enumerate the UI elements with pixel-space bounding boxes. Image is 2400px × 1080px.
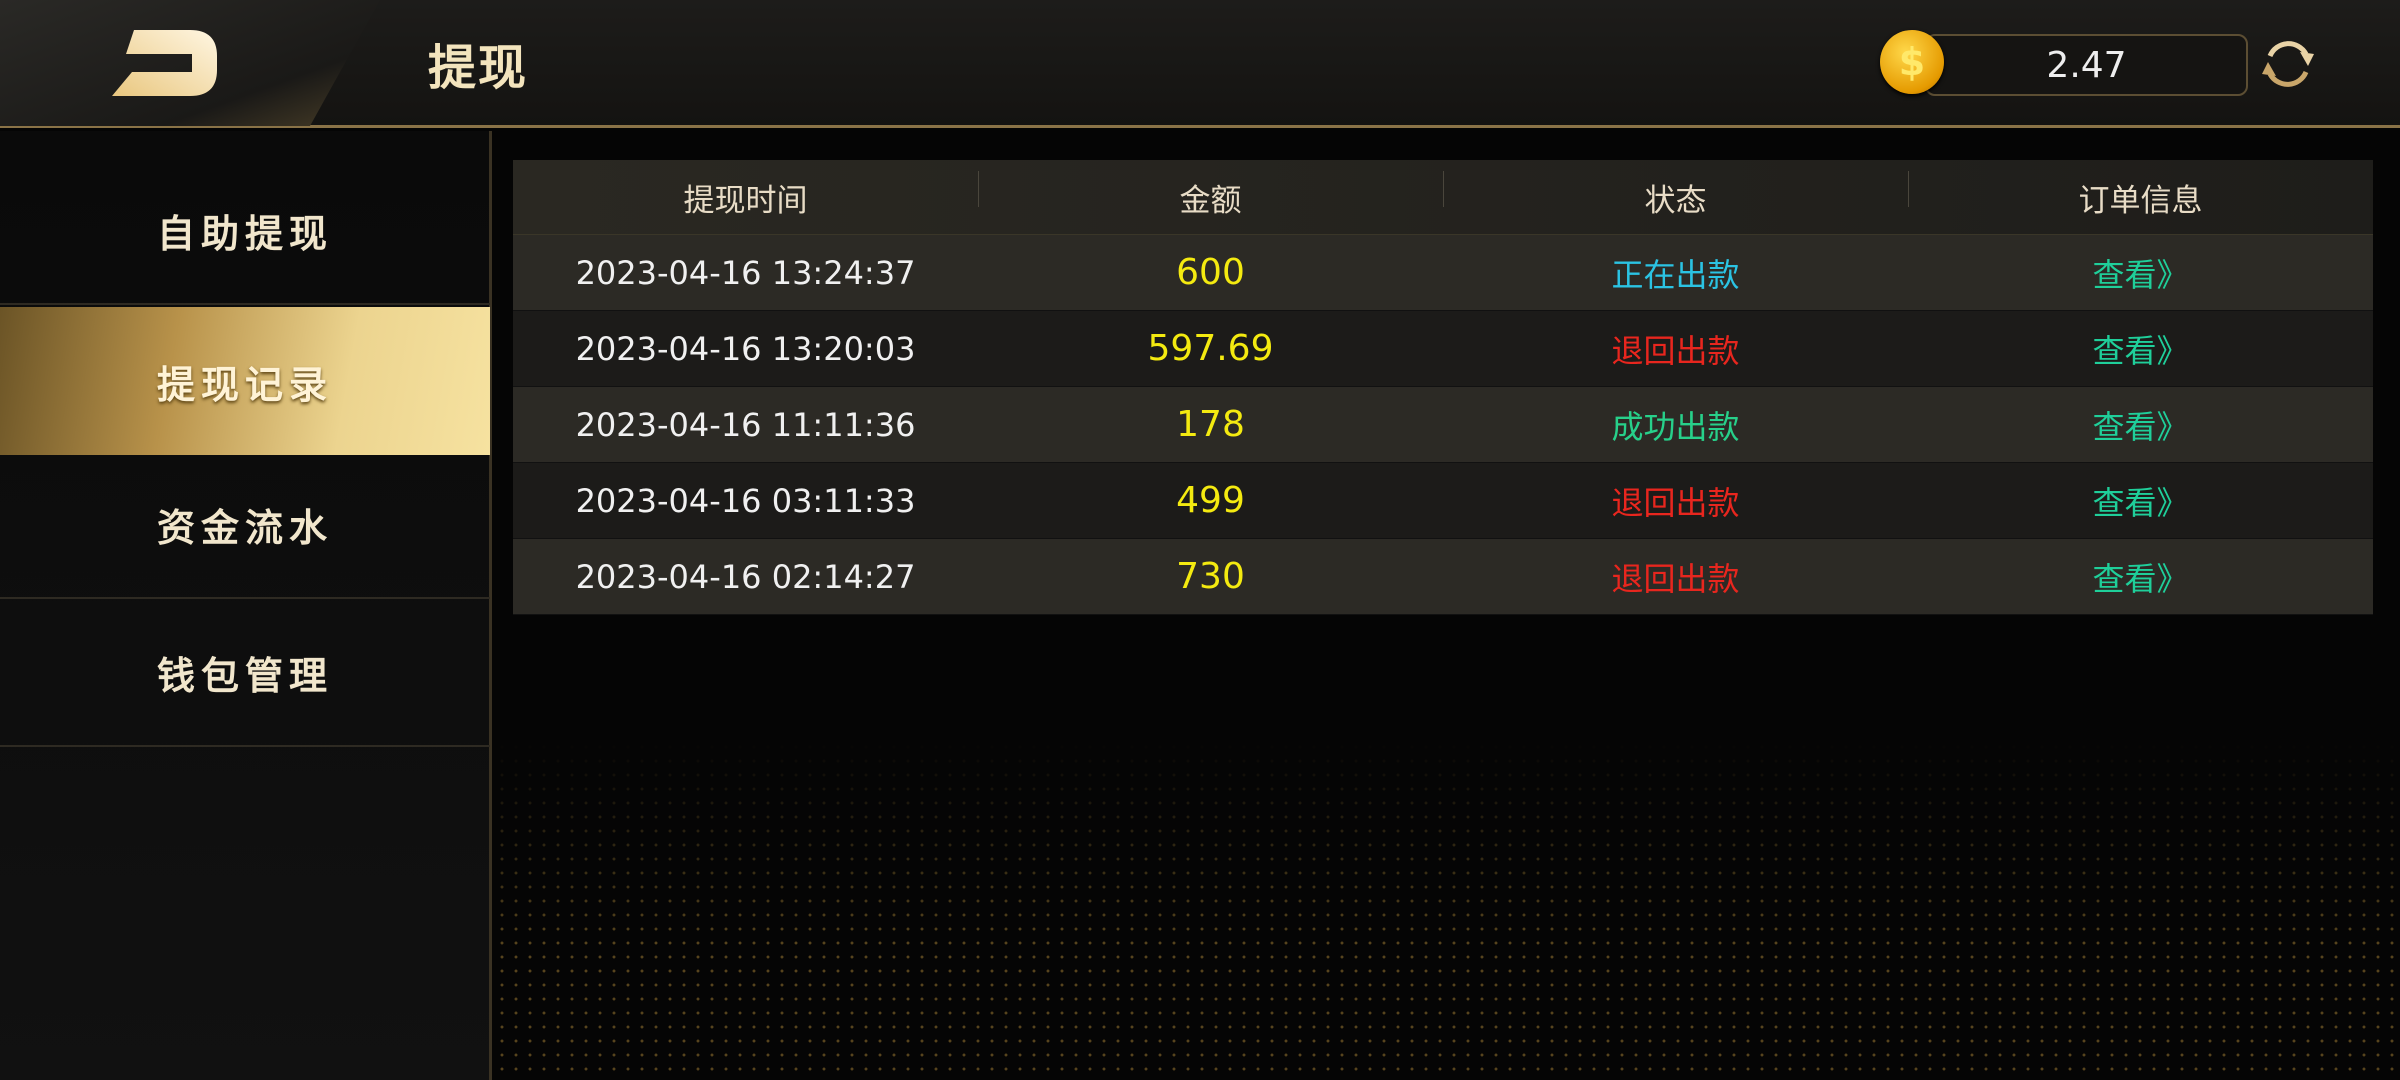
table-row: 2023-04-16 03:11:33 499 退回出款 查看》 (513, 463, 2373, 539)
header-time: 提现时间 (683, 182, 808, 219)
dollar-coin-icon: $ (1880, 30, 1944, 94)
sidebar: 自助提现 提现记录 资金流水 钱包管理 (0, 131, 492, 1080)
withdraw-status: 正在出款 (1611, 255, 1740, 294)
page-title: 提现 (428, 40, 529, 96)
table-row: 2023-04-16 11:11:36 178 成功出款 查看》 (513, 387, 2373, 463)
withdraw-amount: 597.69 (1147, 328, 1274, 369)
view-order-link[interactable]: 查看》 (2092, 483, 2189, 522)
view-order-link[interactable]: 查看》 (2092, 407, 2189, 446)
dot-background (495, 740, 2400, 1080)
withdraw-time: 2023-04-16 13:20:03 (575, 329, 916, 368)
sidebar-item-wallet-management[interactable]: 钱包管理 (0, 599, 490, 747)
withdraw-time: 2023-04-16 13:24:37 (575, 253, 916, 292)
withdraw-status: 成功出款 (1611, 407, 1740, 446)
sidebar-item-fund-flow[interactable]: 资金流水 (0, 451, 490, 599)
sidebar-item-self-withdraw[interactable]: 自助提现 (0, 157, 490, 305)
view-order-link[interactable]: 查看》 (2092, 559, 2189, 598)
withdraw-status: 退回出款 (1611, 331, 1740, 370)
withdraw-time: 2023-04-16 02:14:27 (575, 557, 916, 596)
sidebar-item-withdraw-records[interactable]: 提现记录 (0, 307, 490, 455)
withdraw-amount: 499 (1176, 480, 1245, 521)
balance-display: 2.47 (1925, 34, 2248, 96)
back-tab (0, 0, 380, 126)
withdraw-status: 退回出款 (1611, 559, 1740, 598)
withdraw-amount: 600 (1176, 252, 1245, 293)
back-icon[interactable] (112, 30, 217, 96)
header-amount: 金额 (978, 170, 1443, 220)
withdraw-status: 退回出款 (1611, 483, 1740, 522)
withdraw-amount: 730 (1176, 556, 1245, 597)
table-row: 2023-04-16 13:20:03 597.69 退回出款 查看》 (513, 311, 2373, 387)
withdraw-time: 2023-04-16 11:11:36 (575, 405, 916, 444)
view-order-link[interactable]: 查看》 (2092, 255, 2189, 294)
table-row: 2023-04-16 02:14:27 730 退回出款 查看》 (513, 539, 2373, 615)
view-order-link[interactable]: 查看》 (2092, 331, 2189, 370)
withdraw-records-table: 提现时间 金额 状态 订单信息 2023-04-16 13:24:37 600 … (513, 160, 2373, 615)
header-bar: 提现 $ 2.47 (0, 0, 2400, 128)
withdraw-time: 2023-04-16 03:11:33 (575, 481, 916, 520)
header-status: 状态 (1443, 170, 1908, 220)
table-row: 2023-04-16 13:24:37 600 正在出款 查看》 (513, 235, 2373, 311)
refresh-icon[interactable] (2258, 34, 2318, 94)
withdraw-amount: 178 (1176, 404, 1245, 445)
table-header: 提现时间 金额 状态 订单信息 (513, 160, 2373, 235)
header-order-info: 订单信息 (1908, 170, 2373, 220)
